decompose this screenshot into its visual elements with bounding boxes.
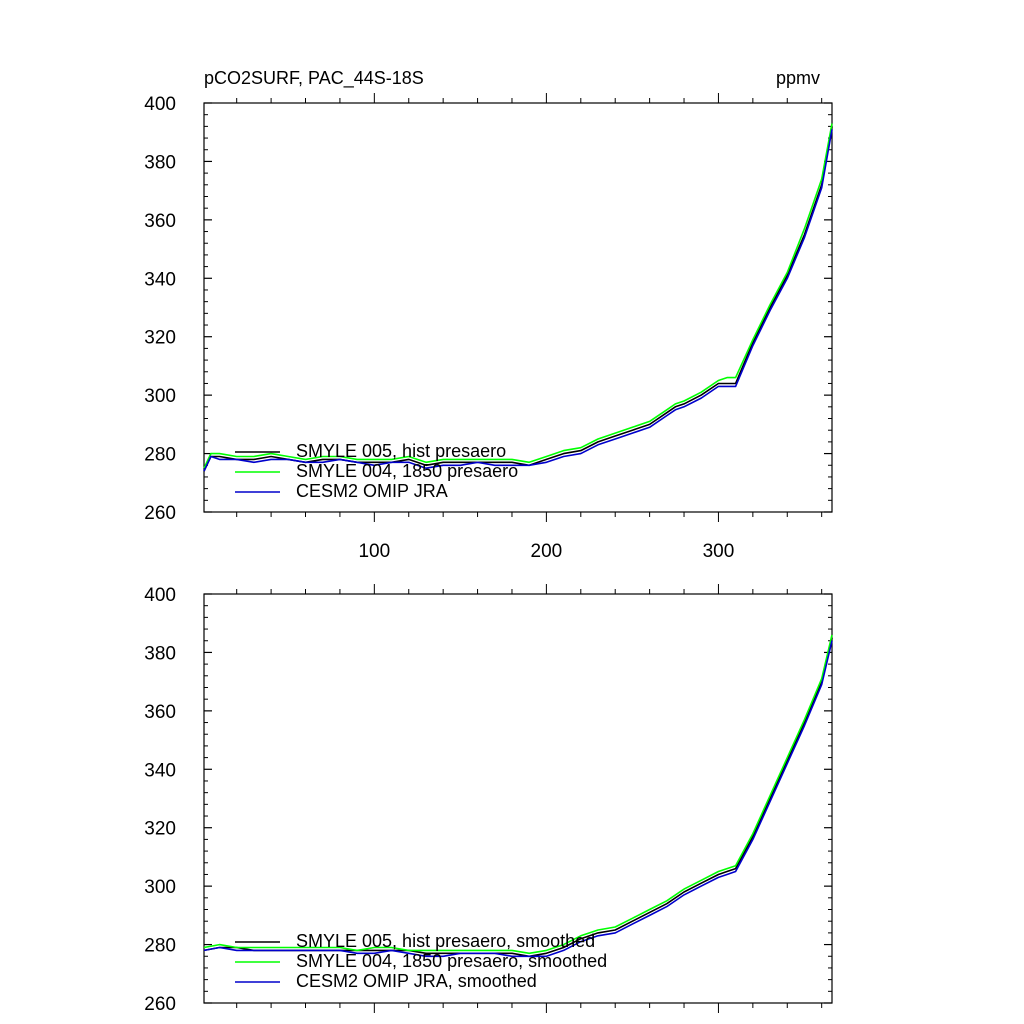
plot-title: pCO2SURF, PAC_44S-18S	[204, 68, 424, 89]
bottom-panel: 260 280 300 320 340 360 380 400 SMYLE 005, hist …	[144, 584, 833, 1015]
x-tick-label: 300	[703, 541, 735, 562]
y-tick-label: 360	[144, 211, 176, 232]
y-tick-label: 340	[144, 760, 176, 781]
y-tick-label: 380	[144, 643, 176, 664]
x-tick-label: 200	[531, 541, 563, 562]
series-line	[203, 126, 833, 472]
y-tick-label: 300	[144, 386, 176, 407]
y-tick-label: 360	[144, 702, 176, 723]
y-tick-label: 280	[144, 445, 176, 466]
series-line	[203, 123, 833, 469]
y-tick-label: 320	[144, 328, 176, 349]
series-line	[203, 637, 833, 958]
series-line	[203, 129, 833, 472]
y-tick-label: 380	[144, 152, 176, 173]
unit-label: ppmv	[776, 68, 820, 88]
y-tick-label: 320	[144, 819, 176, 840]
plot-frame	[203, 593, 833, 1004]
y-tick-label: 340	[144, 269, 176, 290]
top-panel: 260 280 300 320 340 360 380 400 100 200 300 SMYLE 0…	[144, 93, 833, 562]
legend-label: SMYLE 004, 1850 presaero	[296, 461, 518, 481]
plot-frame	[203, 102, 833, 513]
series-line	[203, 634, 833, 955]
legend-label: SMYLE 005, hist presaero, smoothed	[296, 931, 595, 951]
y-tick-label: 300	[144, 877, 176, 898]
y-tick-label: 260	[144, 503, 176, 524]
series-line	[203, 640, 833, 958]
legend-label: CESM2 OMIP JRA, smoothed	[296, 971, 537, 991]
legend-label: SMYLE 004, 1850 presaero, smoothed	[296, 951, 607, 971]
y-tick-label: 280	[144, 936, 176, 957]
y-tick-label: 400	[144, 94, 176, 115]
y-tick-label: 400	[144, 585, 176, 606]
x-tick-label: 100	[358, 541, 390, 562]
y-tick-label: 260	[144, 994, 176, 1015]
legend-label: CESM2 OMIP JRA	[296, 481, 448, 501]
legend-label: SMYLE 005, hist presaero	[296, 441, 506, 461]
